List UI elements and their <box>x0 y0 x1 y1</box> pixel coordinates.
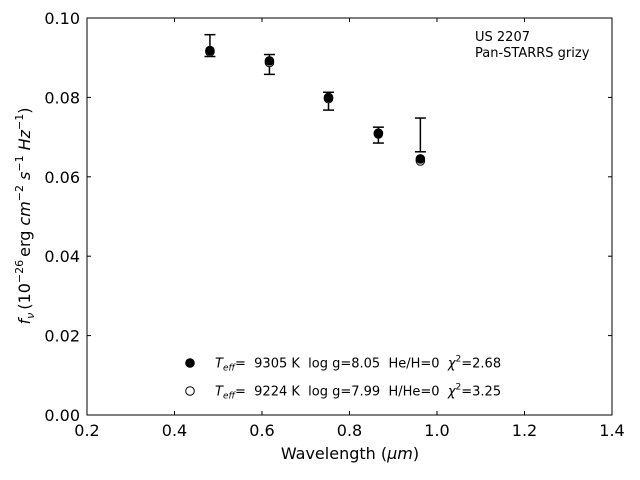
legend: Teff= 9305 K log g=8.05 He/H=0 χ2=2.68 T… <box>185 355 501 402</box>
y-tick-label: 0.02 <box>44 327 80 346</box>
x-tick-label: 1.2 <box>512 421 537 440</box>
model-point-filled <box>205 45 215 56</box>
y-tick-label: 0.00 <box>44 406 80 425</box>
x-tick-label: 0.8 <box>337 421 362 440</box>
error-bar <box>414 117 426 153</box>
legend-marker-filled <box>185 358 195 368</box>
annotation-survey: Pan-STARRS grizy <box>475 46 590 61</box>
data-points <box>205 45 426 166</box>
legend-marker-open <box>185 386 195 396</box>
model-point-filled <box>264 56 275 66</box>
x-axis-label: Wavelength (μm) <box>281 444 419 463</box>
model-point-filled <box>415 154 426 164</box>
y-tick-label: 0.10 <box>44 9 80 28</box>
model-point-filled <box>373 128 384 138</box>
y-tick-label: 0.06 <box>44 168 80 187</box>
y-tick-label: 0.04 <box>44 247 80 266</box>
plot-frame <box>86 17 613 416</box>
annotation-object-name: US 2207 <box>475 30 530 45</box>
x-tick-label: 1.4 <box>599 421 624 440</box>
model-point-filled <box>323 92 334 103</box>
x-tick-label: 0.2 <box>74 421 99 440</box>
x-tick-label: 0.6 <box>249 421 274 440</box>
x-tick-label: 0.4 <box>162 421 187 440</box>
legend-entry-2: Teff= 9224 K log g=7.99 H/He=0 χ2=3.25 <box>215 383 501 402</box>
error-bars <box>204 33 426 153</box>
legend-entry-1: Teff= 9305 K log g=8.05 He/H=0 χ2=2.68 <box>215 355 501 374</box>
y-axis: 0.00 0.02 0.04 0.06 0.08 0.10 <box>44 9 612 425</box>
x-axis: 0.2 0.4 0.6 0.8 1.0 1.2 1.4 <box>74 18 625 440</box>
y-tick-label: 0.08 <box>44 88 80 107</box>
x-tick-label: 1.0 <box>424 421 449 440</box>
y-axis-label: fν(10−26ergcm−2s−1Hz−1) <box>13 108 37 325</box>
